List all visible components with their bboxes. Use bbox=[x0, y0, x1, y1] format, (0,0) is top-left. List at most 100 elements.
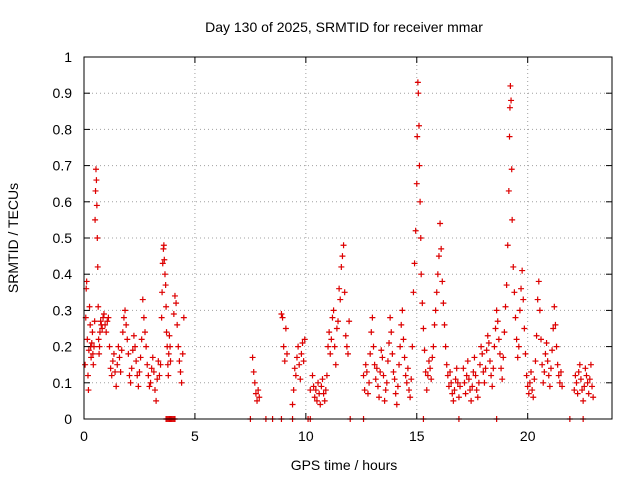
data-point bbox=[281, 358, 288, 365]
data-point bbox=[505, 187, 512, 194]
data-point bbox=[369, 314, 376, 321]
data-point bbox=[539, 361, 546, 368]
data-point bbox=[417, 198, 424, 205]
data-point bbox=[315, 379, 322, 386]
data-point bbox=[388, 329, 395, 336]
data-point bbox=[502, 303, 509, 310]
data-point bbox=[176, 358, 183, 365]
data-point bbox=[293, 354, 300, 361]
data-point bbox=[391, 376, 398, 383]
data-point bbox=[580, 397, 587, 404]
data-point bbox=[525, 390, 532, 397]
data-point bbox=[449, 390, 456, 397]
data-point bbox=[164, 361, 171, 368]
data-point bbox=[119, 329, 126, 336]
data-point bbox=[89, 350, 96, 357]
data-point bbox=[482, 365, 489, 372]
data-point bbox=[332, 361, 339, 368]
data-point bbox=[279, 314, 286, 321]
data-point bbox=[311, 394, 318, 401]
data-point bbox=[96, 350, 103, 357]
data-point bbox=[528, 368, 535, 375]
data-point bbox=[338, 263, 345, 270]
data-point bbox=[94, 263, 101, 270]
data-point bbox=[112, 368, 119, 375]
data-point bbox=[95, 303, 102, 310]
data-point bbox=[417, 235, 424, 241]
data-point bbox=[362, 361, 369, 368]
data-point bbox=[410, 289, 417, 296]
data-point bbox=[402, 372, 409, 379]
data-point bbox=[158, 314, 165, 321]
data-point bbox=[180, 314, 187, 321]
data-point bbox=[414, 79, 421, 86]
grid-lines bbox=[84, 57, 612, 419]
data-point bbox=[84, 336, 91, 343]
data-point bbox=[409, 343, 416, 350]
data-point bbox=[100, 311, 107, 318]
data-point bbox=[124, 336, 131, 343]
data-point bbox=[373, 365, 380, 372]
data-point bbox=[96, 343, 103, 350]
data-point bbox=[418, 271, 425, 278]
data-point bbox=[88, 354, 95, 361]
data-point bbox=[364, 390, 371, 397]
data-point bbox=[407, 394, 414, 401]
data-point bbox=[155, 358, 162, 365]
data-point bbox=[425, 358, 432, 365]
data-point bbox=[432, 307, 439, 314]
data-point bbox=[93, 202, 100, 209]
data-point bbox=[572, 372, 579, 379]
data-point bbox=[512, 314, 519, 321]
data-point bbox=[390, 368, 397, 375]
data-point bbox=[378, 347, 385, 354]
data-point bbox=[363, 368, 370, 375]
data-point bbox=[518, 285, 525, 292]
data-point bbox=[339, 253, 346, 260]
data-point bbox=[88, 339, 95, 346]
data-point bbox=[175, 343, 182, 350]
y-tick-label: 1 bbox=[64, 49, 72, 65]
data-point bbox=[289, 401, 296, 408]
data-point bbox=[501, 329, 508, 336]
data-point bbox=[544, 358, 551, 365]
data-point bbox=[435, 253, 442, 260]
data-point bbox=[585, 390, 592, 397]
y-tick-label: 0.5 bbox=[53, 230, 73, 246]
data-point bbox=[453, 365, 460, 372]
data-point bbox=[490, 365, 497, 372]
x-tick-label: 15 bbox=[409, 428, 425, 444]
data-point bbox=[100, 314, 107, 321]
y-tick-label: 0.6 bbox=[53, 194, 73, 210]
data-point bbox=[532, 358, 539, 365]
data-point bbox=[559, 383, 566, 390]
y-tick-label: 0.8 bbox=[53, 121, 73, 137]
data-point bbox=[429, 354, 436, 361]
data-point bbox=[508, 166, 515, 173]
data-point bbox=[506, 104, 513, 111]
data-point bbox=[541, 368, 548, 375]
data-point bbox=[477, 361, 483, 368]
data-point bbox=[299, 339, 306, 346]
data-point bbox=[546, 383, 553, 390]
data-point bbox=[397, 343, 404, 350]
data-point bbox=[129, 347, 136, 354]
data-point bbox=[97, 318, 104, 325]
data-point bbox=[571, 387, 578, 394]
data-point bbox=[91, 318, 98, 325]
data-point bbox=[533, 332, 540, 339]
data-point bbox=[136, 368, 143, 375]
data-point bbox=[450, 397, 457, 404]
data-point bbox=[485, 339, 492, 346]
data-point bbox=[116, 354, 123, 361]
data-point bbox=[545, 372, 552, 379]
data-point bbox=[442, 343, 449, 350]
data-point bbox=[470, 368, 477, 375]
data-point bbox=[394, 383, 401, 390]
data-point bbox=[174, 321, 181, 328]
data-point bbox=[255, 387, 262, 394]
data-point bbox=[510, 263, 517, 270]
data-point bbox=[457, 383, 464, 390]
data-point bbox=[343, 343, 350, 350]
data-point bbox=[108, 372, 115, 379]
